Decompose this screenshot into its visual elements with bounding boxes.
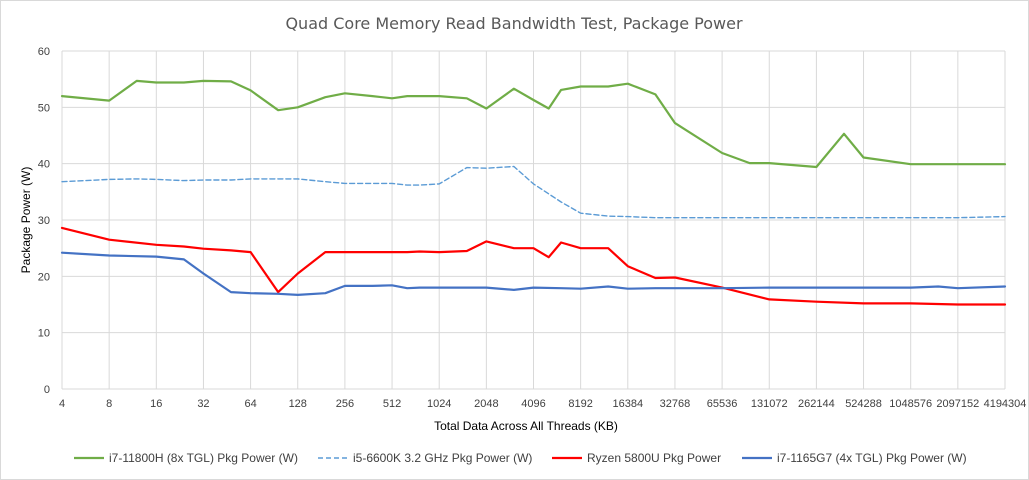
series-lines <box>60 79 1007 306</box>
legend: i7-11800H (8x TGL) Pkg Power (W) i5-6600K… <box>74 451 967 465</box>
x-tick-label: 262144 <box>798 398 835 410</box>
series-line-2 <box>61 165 1006 219</box>
x-tick-label: 131072 <box>751 398 788 410</box>
legend-label: i7-1165G7 (4x TGL) Pkg Power (W) <box>777 451 967 465</box>
x-tick-label: 128 <box>289 398 307 410</box>
legend-label: Ryzen 5800U Pkg Power <box>587 451 721 465</box>
series-line-1 <box>60 79 1007 169</box>
y-tick-label: 20 <box>38 271 50 283</box>
legend-item: i5-6600K 3.2 GHz Pkg Power (W) <box>318 451 532 465</box>
y-axis-label: Package Power (W) <box>19 167 33 274</box>
x-tick-label: 16 <box>150 398 162 410</box>
x-tick-label: 524288 <box>845 398 882 410</box>
legend-label: i5-6600K 3.2 GHz Pkg Power (W) <box>353 451 532 465</box>
x-tick-label: 2097152 <box>936 398 979 410</box>
y-axis-ticks: 0 10 20 30 40 50 60 <box>38 46 50 396</box>
gridlines <box>61 50 1006 390</box>
y-tick-label: 0 <box>44 384 50 396</box>
y-tick-label: 10 <box>38 328 50 340</box>
x-tick-label: 512 <box>383 398 401 410</box>
y-tick-label: 30 <box>38 215 50 227</box>
x-tick-label: 4096 <box>521 398 545 410</box>
x-tick-label: 4194304 <box>984 398 1027 410</box>
series-line-4 <box>60 251 1007 296</box>
x-tick-label: 256 <box>336 398 354 410</box>
x-tick-label: 32 <box>197 398 209 410</box>
x-tick-label: 4 <box>59 398 65 410</box>
y-tick-label: 50 <box>38 102 50 114</box>
x-tick-label: 8192 <box>568 398 592 410</box>
y-tick-label: 40 <box>38 159 50 171</box>
x-tick-label: 65536 <box>707 398 738 410</box>
legend-item: Ryzen 5800U Pkg Power <box>552 451 721 465</box>
x-tick-label: 2048 <box>474 398 498 410</box>
chart-title: Quad Core Memory Read Bandwidth Test, Pa… <box>285 14 742 33</box>
x-axis-ticks: 4 8 16 32 64 128 256 512 1024 2048 4096 8192 16384 32… <box>59 398 1026 410</box>
x-axis-label: Total Data Across All Threads (KB) <box>434 419 618 433</box>
legend-label: i7-11800H (8x TGL) Pkg Power (W) <box>109 451 298 465</box>
x-tick-label: 1024 <box>427 398 451 410</box>
series-line-3 <box>60 226 1007 306</box>
x-tick-label: 8 <box>106 398 112 410</box>
x-tick-label: 16384 <box>613 398 644 410</box>
legend-item: i7-11800H (8x TGL) Pkg Power (W) <box>74 451 298 465</box>
y-tick-label: 60 <box>38 46 50 58</box>
x-tick-label: 32768 <box>660 398 691 410</box>
x-tick-label: 64 <box>244 398 256 410</box>
x-tick-label: 1048576 <box>889 398 932 410</box>
legend-item: i7-1165G7 (4x TGL) Pkg Power (W) <box>742 451 967 465</box>
